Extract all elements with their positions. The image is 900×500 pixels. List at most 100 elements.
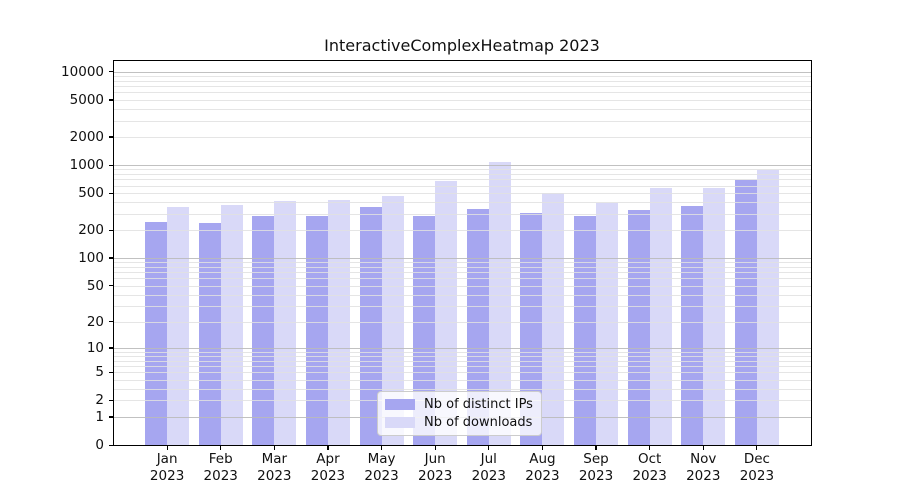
y-tick-mark bbox=[108, 371, 113, 374]
y-tick-mark bbox=[108, 416, 113, 418]
bar-downloads-jun bbox=[435, 181, 458, 445]
gridline-minor bbox=[113, 262, 811, 264]
y-tick-mark bbox=[108, 257, 113, 259]
x-tick-mark bbox=[649, 446, 651, 450]
gridline-major bbox=[113, 347, 811, 349]
y-tick-mark bbox=[108, 229, 113, 231]
y-tick-label: 2000 bbox=[69, 128, 104, 145]
x-tick-label: Jan 2023 bbox=[135, 451, 199, 484]
bar-ips-aug bbox=[520, 212, 543, 445]
legend: Nb of distinct IPs Nb of downloads bbox=[377, 391, 542, 436]
bar-ips-mar bbox=[252, 215, 275, 445]
gridline-minor bbox=[113, 99, 811, 101]
y-tick-label: 200 bbox=[78, 222, 104, 239]
x-tick-mark bbox=[327, 446, 329, 450]
gridline-minor bbox=[113, 355, 811, 357]
gridline-minor bbox=[113, 136, 811, 138]
gridline-minor bbox=[113, 193, 811, 195]
x-tick-year: 2023 bbox=[632, 467, 667, 484]
gridline-major bbox=[113, 165, 811, 167]
gridline-minor bbox=[113, 76, 811, 78]
bar-downloads-oct bbox=[649, 187, 672, 445]
y-tick-label: 100 bbox=[78, 249, 104, 266]
chart-title: InteractiveComplexHeatmap 2023 bbox=[324, 36, 600, 55]
x-tick-mark bbox=[595, 446, 597, 450]
x-tick-year: 2023 bbox=[310, 467, 346, 484]
x-tick-month: Mar bbox=[261, 451, 288, 467]
legend-item-distinct-ips: Nb of distinct IPs bbox=[385, 396, 533, 413]
x-tick-month: Feb bbox=[208, 451, 233, 467]
gridline-minor bbox=[113, 169, 811, 171]
gridline-minor bbox=[113, 108, 811, 110]
x-tick-label: Sep 2023 bbox=[564, 451, 628, 484]
gridline-major bbox=[113, 257, 811, 259]
x-tick-year: 2023 bbox=[686, 467, 721, 484]
gridline-minor bbox=[113, 92, 811, 94]
x-tick-label: Apr 2023 bbox=[296, 451, 360, 484]
x-tick-month: Aug bbox=[529, 451, 556, 467]
x-tick-mark bbox=[220, 446, 222, 450]
x-tick-year: 2023 bbox=[739, 467, 775, 484]
gridline-minor bbox=[113, 174, 811, 176]
x-tick-mark bbox=[166, 446, 168, 450]
gridline-minor bbox=[113, 351, 811, 353]
x-tick-label: Nov 2023 bbox=[671, 451, 735, 484]
y-tick-label: 10 bbox=[86, 339, 104, 356]
y-tick-label: 1000 bbox=[69, 157, 104, 174]
gridline-minor bbox=[113, 185, 811, 187]
bar-downloads-mar bbox=[274, 201, 297, 445]
y-tick-label: 50 bbox=[86, 277, 104, 294]
y-tick-label: 1 bbox=[95, 408, 104, 425]
bar-downloads-nov bbox=[703, 188, 726, 445]
gridline-minor bbox=[113, 372, 811, 374]
gridline-minor bbox=[113, 294, 811, 296]
bar-ips-oct bbox=[627, 209, 650, 445]
x-tick-year: 2023 bbox=[203, 467, 238, 484]
y-tick-mark bbox=[108, 285, 113, 287]
x-tick-month: Nov bbox=[690, 451, 717, 467]
gridline-minor bbox=[113, 86, 811, 88]
x-tick-year: 2023 bbox=[257, 467, 292, 484]
bar-downloads-jan bbox=[167, 207, 190, 445]
y-tick-mark bbox=[108, 192, 113, 194]
y-tick-mark bbox=[108, 347, 113, 349]
gridline-minor bbox=[113, 202, 811, 204]
x-tick-label: May 2023 bbox=[350, 451, 414, 484]
bar-ips-feb bbox=[198, 222, 221, 445]
y-tick-label: 2 bbox=[95, 392, 104, 409]
bar-ips-apr bbox=[305, 216, 328, 445]
bar-downloads-dec bbox=[756, 169, 779, 445]
x-tick-label: Mar 2023 bbox=[242, 451, 306, 484]
bar-downloads-feb bbox=[220, 204, 243, 445]
gridline-minor bbox=[113, 366, 811, 368]
x-tick-month: Sep bbox=[583, 451, 609, 467]
x-tick-mark bbox=[434, 446, 436, 450]
gridline-minor bbox=[113, 266, 811, 268]
y-tick-label: 10000 bbox=[61, 63, 104, 80]
gridline-minor bbox=[113, 230, 811, 232]
y-tick-label: 5000 bbox=[69, 91, 104, 108]
y-tick-label: 5 bbox=[95, 364, 104, 381]
bar-ips-nov bbox=[681, 206, 704, 445]
gridline-minor bbox=[113, 360, 811, 362]
gridline-minor bbox=[113, 272, 811, 274]
gridline-minor bbox=[113, 388, 811, 390]
bar-downloads-jul bbox=[488, 161, 511, 445]
x-tick-month: Oct bbox=[637, 451, 662, 467]
x-tick-label: Dec 2023 bbox=[725, 451, 789, 484]
gridline-minor bbox=[113, 80, 811, 82]
gridline-minor bbox=[113, 179, 811, 181]
x-tick-mark bbox=[488, 446, 490, 450]
bar-downloads-sep bbox=[596, 202, 619, 445]
bar-downloads-aug bbox=[542, 193, 565, 445]
x-tick-month: Dec bbox=[743, 451, 770, 467]
gridline-minor bbox=[113, 213, 811, 215]
y-tick-mark bbox=[108, 444, 113, 446]
bar-downloads-may bbox=[381, 195, 404, 445]
x-tick-mark bbox=[273, 446, 275, 450]
x-tick-year: 2023 bbox=[418, 467, 453, 484]
x-tick-year: 2023 bbox=[471, 467, 506, 484]
y-tick-mark bbox=[108, 99, 113, 101]
bar-ips-may bbox=[359, 206, 382, 445]
x-tick-label: Jul 2023 bbox=[457, 451, 521, 484]
